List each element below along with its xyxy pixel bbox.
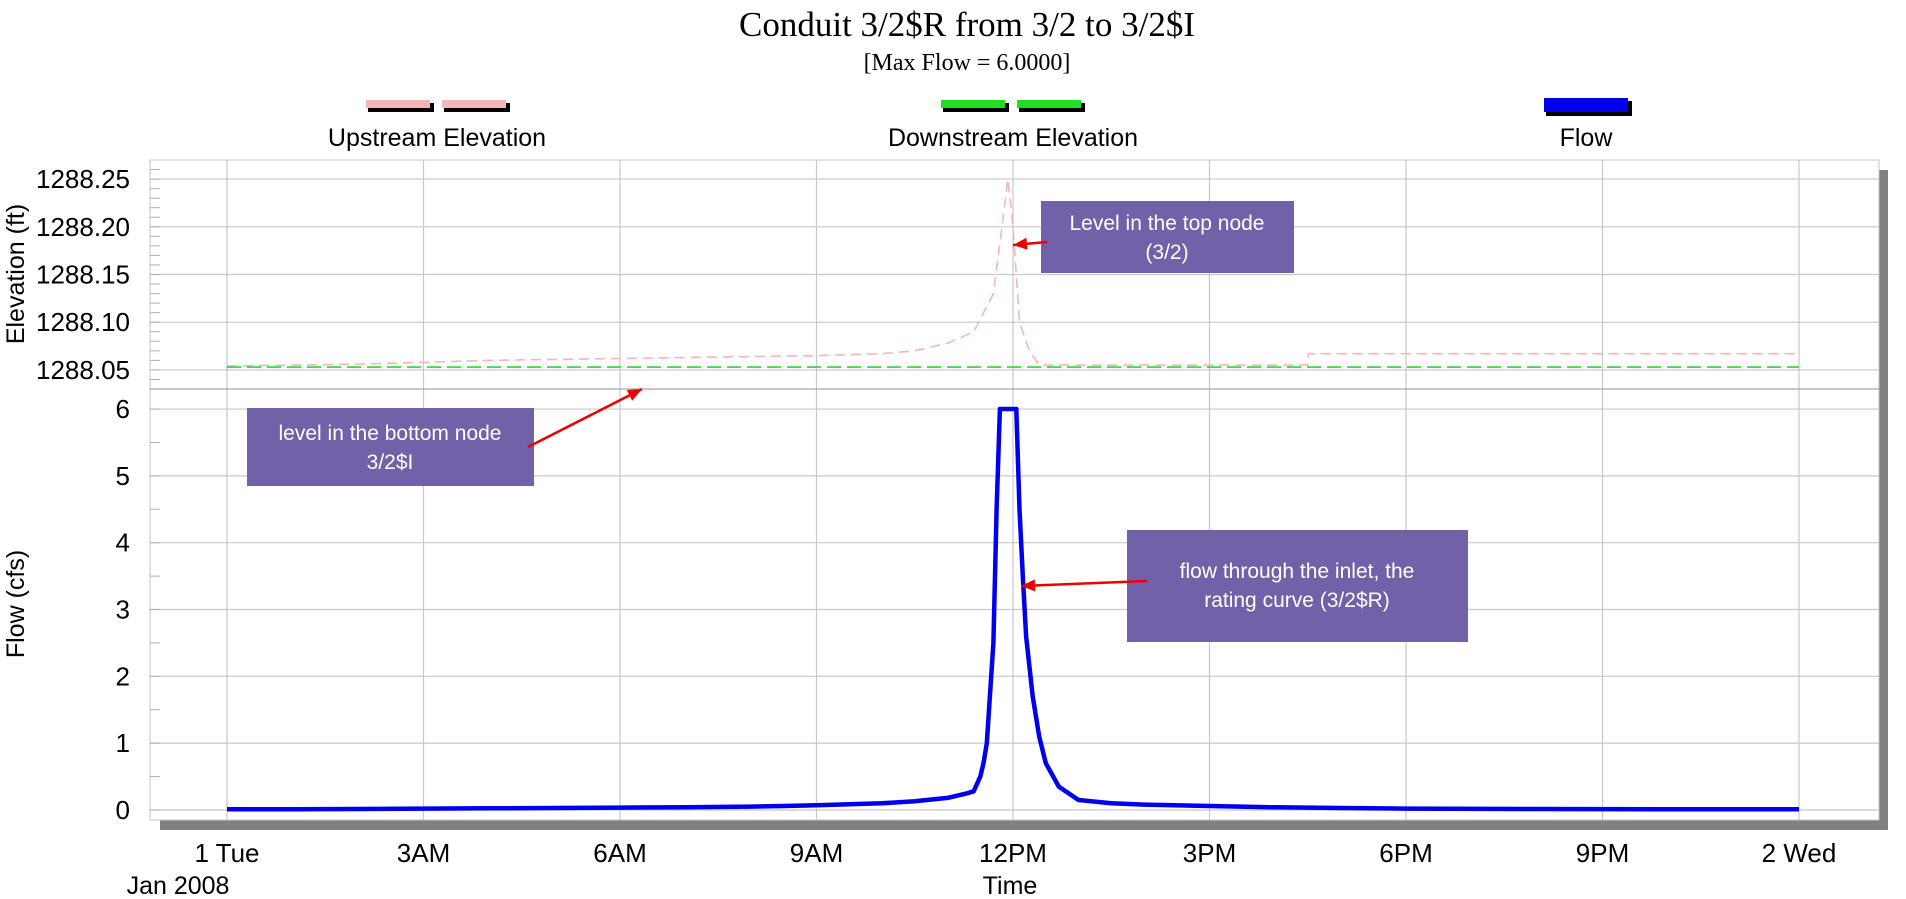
plot-frame xyxy=(149,159,1880,821)
legend-item-flow: Flow xyxy=(1544,98,1632,152)
legend-swatch-downstream-a xyxy=(941,100,1005,108)
legend-item-upstream: Upstream Elevation xyxy=(328,100,546,152)
x-tick-label: 9PM xyxy=(1576,838,1629,868)
x-axis-label: Time xyxy=(983,872,1038,899)
annotation-top-node: Level in the top node (3/2) xyxy=(1012,201,1294,273)
annotation-arrowhead xyxy=(1021,579,1036,592)
legend-label-downstream: Downstream Elevation xyxy=(888,124,1138,152)
annotation-text: 3/2$I xyxy=(367,451,414,474)
y-ticks-elevation: 1288.25 1288.20 1288.15 1288.10 1288.05 xyxy=(36,164,130,385)
annotation-box xyxy=(1127,530,1468,642)
x-ticks: 1 Tue 3AM 6AM 9AM 12PM 3PM 6PM 9PM 2 Wed xyxy=(194,838,1836,868)
annotation-text: rating curve (3/2$R) xyxy=(1204,589,1390,612)
y-tick-label: 1288.25 xyxy=(36,164,130,194)
chart-subtitle: [Max Flow = 6.0000] xyxy=(864,50,1071,76)
y-tick-label: 0 xyxy=(116,795,130,825)
y-tick-label: 1288.20 xyxy=(36,212,130,242)
legend: Upstream Elevation Downstream Elevation … xyxy=(328,98,1632,152)
plot-shadow-right xyxy=(1879,170,1888,830)
series-flow xyxy=(227,406,1799,812)
x-date-label: Jan 2008 xyxy=(127,872,230,899)
y-tick-label: 3 xyxy=(116,595,130,625)
y-tick-label: 6 xyxy=(116,394,130,424)
annotation-text: Level in the top node xyxy=(1070,212,1265,235)
y-axis-label-flow: Flow (cfs) xyxy=(2,550,30,658)
x-tick-label: 9AM xyxy=(790,838,843,868)
y-tick-label: 1288.15 xyxy=(36,260,130,290)
y-tick-label: 1288.05 xyxy=(36,355,130,385)
x-tick-label: 12PM xyxy=(979,838,1047,868)
y-tick-label: 5 xyxy=(116,461,130,491)
y-tick-label: 2 xyxy=(116,661,130,691)
annotation-bottom-node: level in the bottom node 3/2$I xyxy=(247,387,643,486)
legend-swatch-upstream-b xyxy=(442,100,506,108)
annotation-text: flow through the inlet, the xyxy=(1180,560,1415,583)
legend-swatch-upstream-a xyxy=(366,100,430,108)
x-tick-label: 3AM xyxy=(397,838,450,868)
chart-title: Conduit 3/2$R from 3/2 to 3/2$I xyxy=(739,5,1195,44)
annotation-text: (3/2) xyxy=(1145,241,1188,264)
annotation-box xyxy=(1041,201,1294,273)
legend-swatch-downstream-b xyxy=(1017,100,1081,108)
legend-swatch-flow xyxy=(1544,98,1628,112)
annotation-box xyxy=(247,408,534,486)
plot-shadow-bottom xyxy=(160,820,1888,830)
y-tick-label: 1288.10 xyxy=(36,307,130,337)
annotation-flow: flow through the inlet, the rating curve… xyxy=(1020,530,1468,642)
minor-ticks xyxy=(150,169,160,811)
y-tick-label: 4 xyxy=(116,528,130,558)
x-tick-label: 1 Tue xyxy=(194,838,259,868)
y-tick-label: 1 xyxy=(116,728,130,758)
x-tick-label: 2 Wed xyxy=(1762,838,1837,868)
y-axis-label-elevation: Elevation (ft) xyxy=(2,204,30,344)
legend-item-downstream: Downstream Elevation xyxy=(888,100,1138,152)
legend-label-flow: Flow xyxy=(1560,124,1614,152)
x-tick-label: 3PM xyxy=(1183,838,1236,868)
annotation-text: level in the bottom node xyxy=(279,422,502,445)
series-upstream-elevation xyxy=(226,178,1799,367)
annotation-arrow xyxy=(1020,579,1148,588)
legend-label-upstream: Upstream Elevation xyxy=(328,124,546,152)
annotation-arrowhead xyxy=(1013,237,1028,250)
series-layer xyxy=(226,178,1799,812)
x-tick-label: 6AM xyxy=(593,838,646,868)
annotation-arrow xyxy=(527,387,643,449)
x-tick-label: 6PM xyxy=(1379,838,1432,868)
y-ticks-flow: 6 5 4 3 2 1 0 xyxy=(116,394,130,825)
annotation-arrowhead xyxy=(626,389,642,401)
